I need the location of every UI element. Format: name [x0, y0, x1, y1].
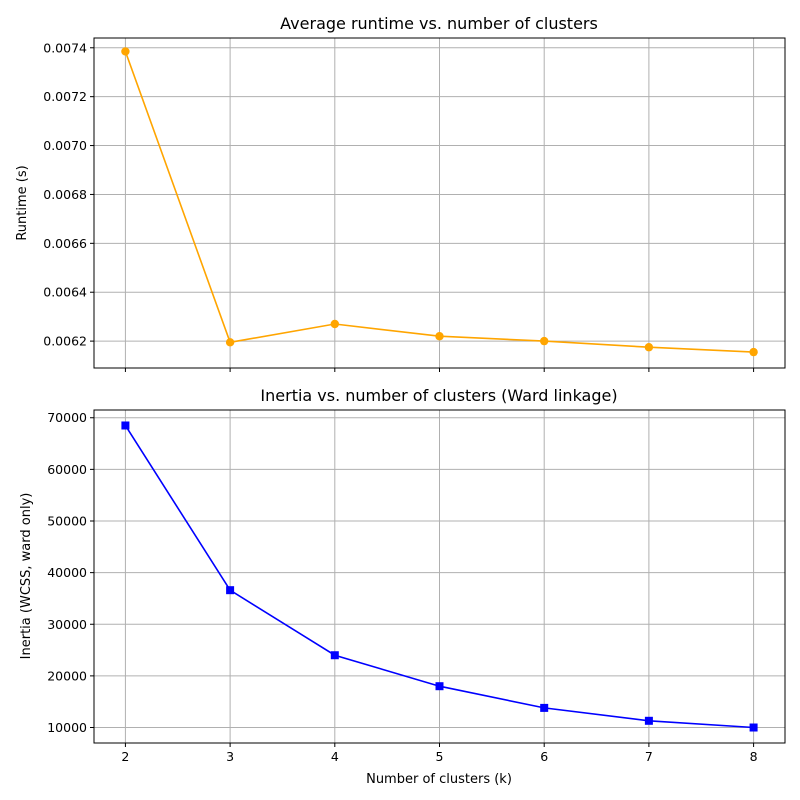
- inertia-grid: [94, 410, 785, 743]
- inertia-x-tick-label: 4: [331, 749, 339, 764]
- inertia-y-axis-label: Inertia (WCSS, ward only): [19, 493, 34, 660]
- inertia-y-tick-label: 70000: [47, 410, 87, 425]
- runtime-data-point: [121, 47, 130, 56]
- inertia-data-point: [330, 651, 339, 660]
- inertia-x-tick-label: 3: [226, 749, 234, 764]
- inertia-x-tick-label: 6: [540, 749, 548, 764]
- runtime-data-point: [539, 336, 549, 346]
- inertia-y-tick-label: 20000: [47, 668, 87, 683]
- inertia-y-tick-label: 60000: [47, 462, 87, 477]
- inertia-data-point: [644, 716, 653, 725]
- runtime-y-tick-label: 0.0062: [43, 334, 87, 349]
- runtime-data-point: [749, 347, 758, 357]
- inertia-data-point: [435, 682, 444, 691]
- inertia-y-tick-label: 50000: [47, 514, 87, 529]
- runtime-y-tick-label: 0.0074: [43, 40, 87, 55]
- runtime-data-point: [435, 332, 444, 341]
- inertia-data-point: [121, 421, 130, 430]
- inertia-y-tick-label: 40000: [47, 565, 87, 580]
- runtime-chart: Average runtime vs. number of clusters R…: [15, 14, 786, 372]
- inertia-x-tick-label: 8: [750, 749, 758, 764]
- runtime-data-point: [225, 338, 235, 347]
- runtime-y-tick-label: 0.0064: [43, 285, 87, 300]
- runtime-data-point: [330, 319, 340, 329]
- inertia-y-tick-label: 30000: [47, 617, 87, 632]
- inertia-y-tick-label: 10000: [47, 720, 87, 735]
- inertia-data-point: [540, 703, 549, 712]
- runtime-y-tick-label: 0.0066: [43, 236, 87, 251]
- inertia-x-tick-label: 5: [436, 749, 444, 764]
- runtime-grid: [94, 38, 785, 368]
- runtime-data-point: [644, 343, 654, 352]
- runtime-y-tick-label: 0.0068: [43, 187, 87, 202]
- inertia-chart: Inertia vs. number of clusters (Ward lin…: [19, 386, 786, 787]
- inertia-x-tick-label: 7: [645, 749, 653, 764]
- runtime-y-axis-label: Runtime (s): [15, 165, 30, 240]
- runtime-chart-title: Average runtime vs. number of clusters: [280, 14, 598, 33]
- inertia-x-axis-label: Number of clusters (k): [366, 772, 512, 787]
- inertia-x-tick-label: 2: [121, 749, 129, 764]
- inertia-data-point: [749, 723, 758, 732]
- inertia-chart-title: Inertia vs. number of clusters (Ward lin…: [260, 386, 617, 405]
- runtime-y-tick-label: 0.0070: [43, 138, 87, 153]
- inertia-data-point: [226, 586, 235, 595]
- runtime-y-tick-label: 0.0072: [43, 89, 87, 104]
